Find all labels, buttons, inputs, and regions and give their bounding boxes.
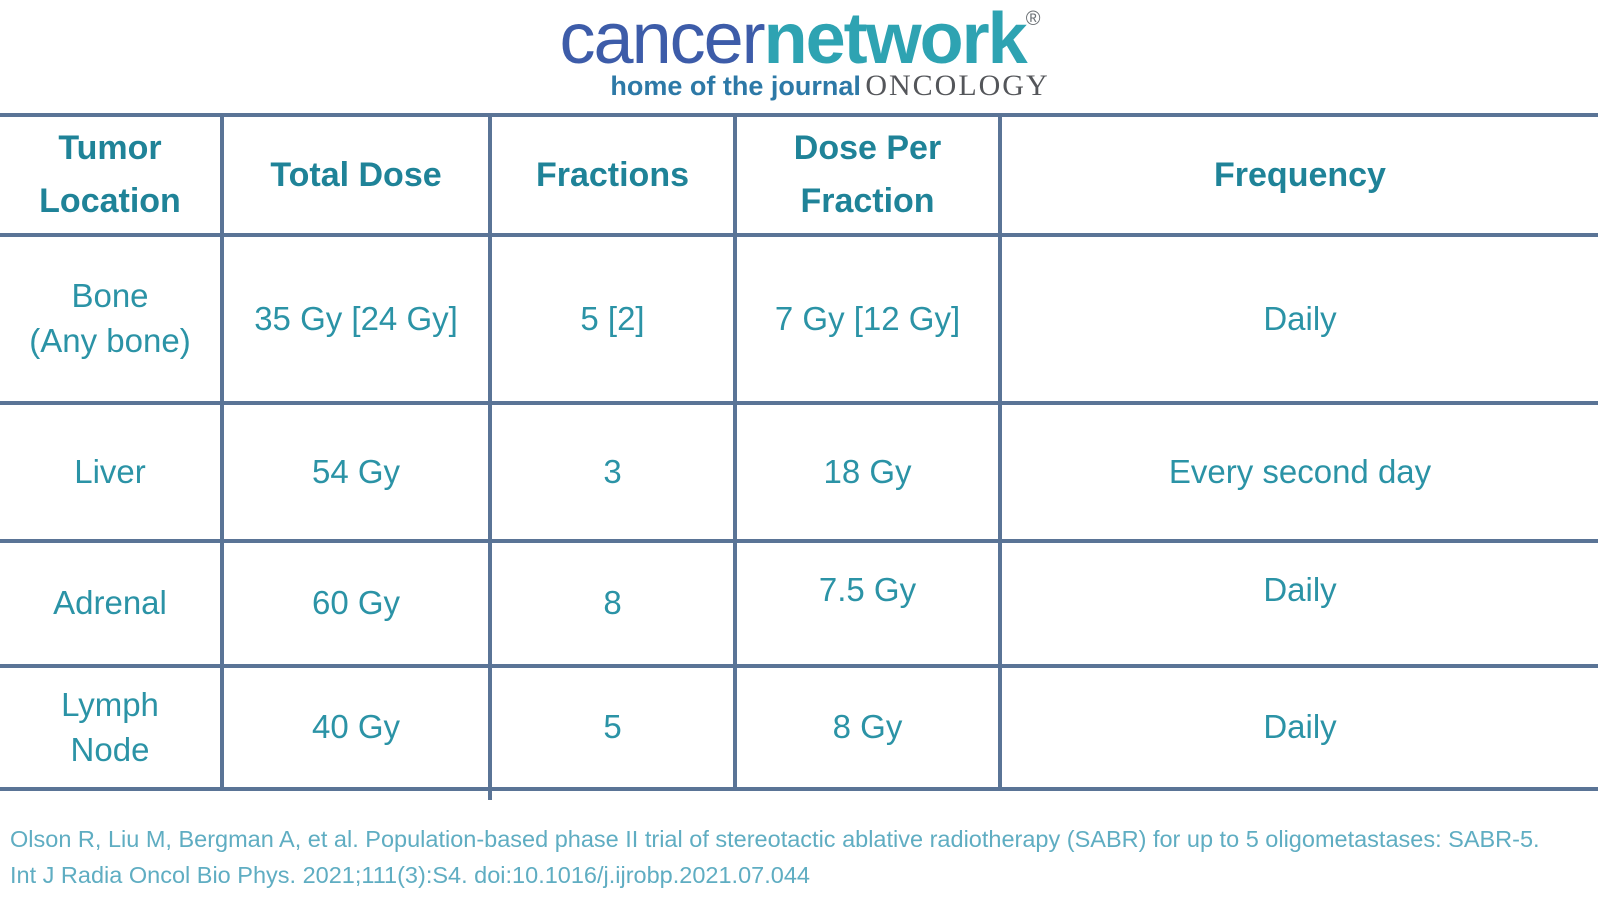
table-cell: 54 Gy (224, 405, 492, 543)
col-header-total-dose: Total Dose (224, 117, 492, 237)
cancernetwork-logo: cancernetwork® home of the journal ONCOL… (0, 0, 1600, 103)
table-cell: 35 Gy [24 Gy] (224, 237, 492, 405)
sabr5-dose-table: Tumor Location Total Dose Fractions Dose… (0, 113, 1598, 800)
table-cell: Liver (0, 405, 224, 543)
table-cell: 5 (492, 668, 737, 791)
table-cell: Daily (1002, 668, 1598, 791)
divider-overhang (488, 791, 492, 800)
table-cell: 3 (492, 405, 737, 543)
table-cell: 8 (492, 543, 737, 668)
table-cell: Daily (1002, 237, 1598, 405)
tagline-text: home of the journal (610, 70, 861, 101)
table-cell: 8 Gy (737, 668, 1002, 791)
table-cell: 60 Gy (224, 543, 492, 668)
logo-text-network: network (763, 0, 1028, 79)
col-header-tumor-location: Tumor Location (0, 117, 224, 237)
table-cell: 7 Gy [12 Gy] (737, 237, 1002, 405)
citation-line-1: Olson R, Liu M, Bergman A, et al. Popula… (10, 826, 1540, 852)
col-header-frequency: Frequency (1002, 117, 1598, 237)
logo-tagline: home of the journal ONCOLOGY (60, 69, 1600, 103)
table-cell: Adrenal (0, 543, 224, 668)
table-cell: Lymph Node (0, 668, 224, 791)
journal-name-oncology: ONCOLOGY (865, 68, 1050, 102)
col-header-fractions: Fractions (492, 117, 737, 237)
col-header-dose-per-fraction: Dose Per Fraction (737, 117, 1002, 237)
logo-wordmark: cancernetwork® (0, 0, 1600, 79)
table-cell: 5 [2] (492, 237, 737, 405)
logo-text-cancer: cancer (559, 0, 766, 79)
table-cell: 40 Gy (224, 668, 492, 791)
table-cell: 7.5 Gy (737, 543, 1002, 668)
table-cell: Daily (1002, 543, 1598, 668)
table-cell: Bone (Any bone) (0, 237, 224, 405)
registered-trademark-icon: ® (1025, 8, 1041, 30)
citation: Olson R, Liu M, Bergman A, et al. Popula… (10, 821, 1590, 894)
table-cell: 18 Gy (737, 405, 1002, 543)
table-cell: Every second day (1002, 405, 1598, 543)
citation-line-2: Int J Radia Oncol Bio Phys. 2021;111(3):… (10, 862, 810, 889)
